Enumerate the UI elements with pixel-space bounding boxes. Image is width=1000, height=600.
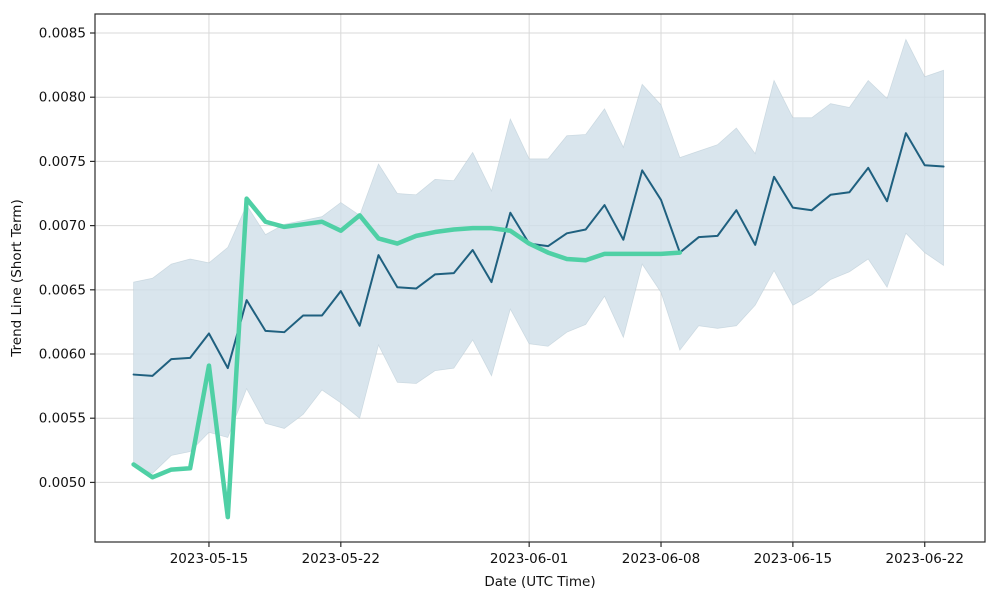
y-tick-label: 0.0050: [39, 475, 86, 491]
y-tick-label: 0.0070: [39, 218, 86, 234]
x-tick-label: 2023-05-15: [170, 551, 248, 567]
y-tick-label: 0.0060: [39, 347, 86, 363]
x-tick-label: 2023-06-15: [754, 551, 832, 567]
y-tick-label: 0.0085: [39, 26, 86, 42]
y-axis-label: Trend Line (Short Term): [9, 199, 25, 357]
y-tick-label: 0.0065: [39, 282, 86, 298]
x-tick-label: 2023-06-22: [885, 551, 963, 567]
y-tick-label: 0.0080: [39, 90, 86, 106]
y-tick-label: 0.0075: [39, 154, 86, 170]
x-tick-label: 2023-06-01: [490, 551, 568, 567]
plot-frame: [94, 13, 986, 543]
x-axis-label: Date (UTC Time): [484, 574, 596, 590]
trend-line: [132, 132, 945, 377]
signal-line: [131, 196, 683, 520]
x-tick-label: 2023-05-22: [302, 551, 380, 567]
x-tick-label: 2023-06-08: [622, 551, 700, 567]
confidence-band: [133, 38, 944, 474]
y-tick-label: 0.0055: [39, 411, 86, 427]
